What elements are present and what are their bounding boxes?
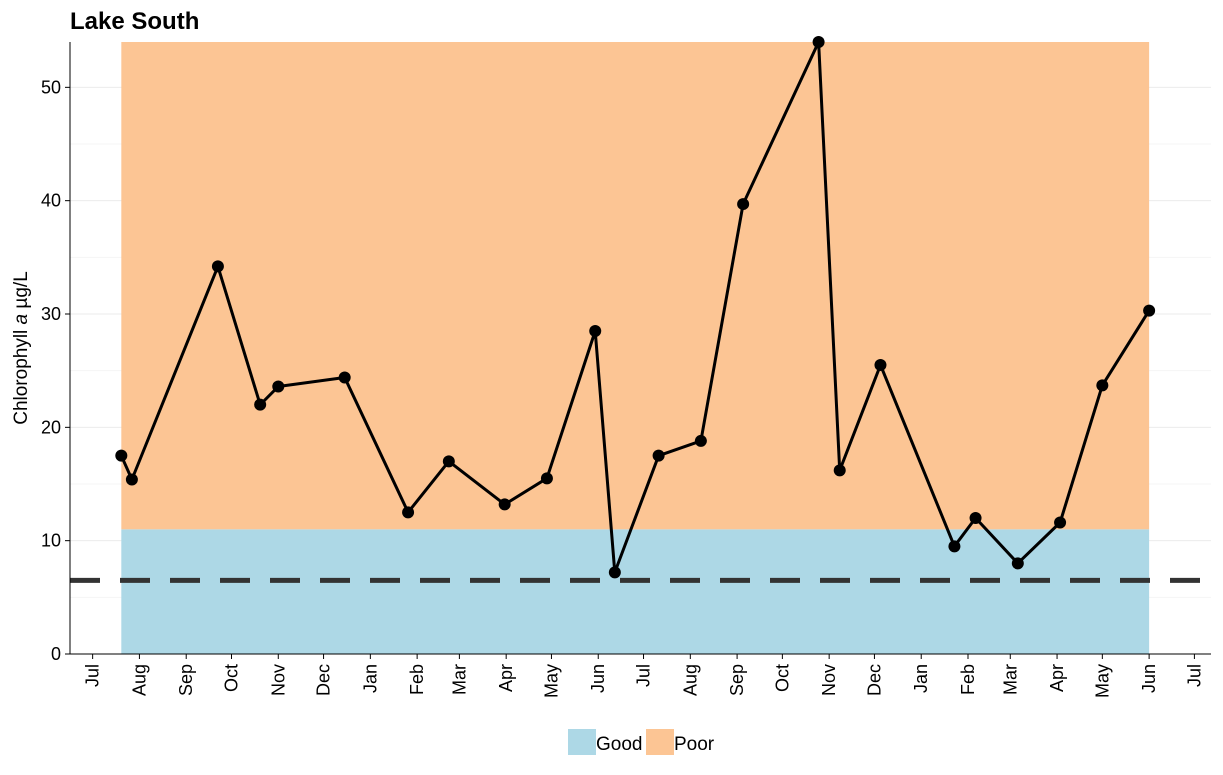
x-tick-label: Jul <box>1184 664 1204 687</box>
data-point <box>254 398 267 411</box>
data-point <box>694 434 707 447</box>
band-poor <box>121 42 1150 530</box>
axes: 0 10 20 30 40 50 Jul Aug Sep Oct Nov Dec Jan Feb Mar Ap… <box>41 42 1211 698</box>
x-tick-label: Oct <box>772 664 792 692</box>
y-axis-title: Chlorophyll a µg/L <box>11 271 32 425</box>
x-tick-label: May <box>542 664 562 698</box>
x-tick-label: Jul <box>83 664 103 687</box>
y-axis-title-suffix: µg/L <box>11 271 32 314</box>
data-point <box>125 473 138 486</box>
band-good <box>121 529 1150 654</box>
y-axis-title-prefix: Chlorophyll <box>11 324 32 424</box>
x-tick-label: Aug <box>680 664 700 696</box>
y-tick-label: 0 <box>51 644 61 664</box>
data-point <box>589 325 602 337</box>
x-tick-label: Feb <box>407 664 427 695</box>
y-tick-label: 30 <box>41 304 61 324</box>
legend: Good Poor <box>568 729 715 755</box>
x-tick-label: Jan <box>911 664 931 693</box>
data-point <box>1096 379 1109 392</box>
quality-bands <box>121 42 1150 654</box>
y-tick-label: 20 <box>41 417 61 437</box>
data-point <box>115 449 128 462</box>
data-point <box>338 371 351 384</box>
y-tick-label: 40 <box>41 191 61 211</box>
data-point <box>272 380 285 393</box>
legend-label-poor: Poor <box>674 734 715 755</box>
data-point <box>442 455 455 468</box>
x-tick-label: Feb <box>958 664 978 695</box>
data-point <box>833 464 846 477</box>
x-tick-label: Apr <box>496 664 516 692</box>
data-point <box>737 198 750 211</box>
x-tick-label: Jun <box>588 664 608 693</box>
data-point <box>402 506 415 519</box>
data-point <box>1054 516 1067 529</box>
x-tick-label: Mar <box>449 664 469 695</box>
data-point <box>948 540 961 553</box>
data-point <box>874 359 887 371</box>
data-point <box>1143 304 1156 317</box>
data-point <box>540 472 553 485</box>
x-tick-label: Dec <box>314 664 334 696</box>
x-tick-label: Dec <box>864 664 884 696</box>
x-tick-label: Jan <box>360 664 380 693</box>
data-point <box>608 566 621 579</box>
x-tick-label: Mar <box>1000 664 1020 695</box>
x-tick-label: Jul <box>634 664 654 687</box>
chart-title: Lake South <box>70 8 199 35</box>
x-tick-label: May <box>1092 664 1112 698</box>
x-tick-label: Oct <box>222 664 242 692</box>
data-point <box>969 512 982 524</box>
x-tick-label: Jun <box>1139 664 1159 693</box>
y-tick-label: 50 <box>41 77 61 97</box>
legend-label-good: Good <box>596 734 642 755</box>
x-tick-label: Nov <box>819 664 839 696</box>
x-tick-label: Sep <box>176 664 196 696</box>
y-axis-title-italic: a <box>11 314 32 325</box>
series-layer <box>115 36 1156 579</box>
x-tick-label: Sep <box>727 664 747 696</box>
legend-key-poor <box>646 729 674 755</box>
legend-key-good <box>568 729 596 755</box>
data-point <box>812 36 825 48</box>
data-point <box>652 449 665 462</box>
x-tick-label: Aug <box>129 664 149 696</box>
y-tick-label: 10 <box>41 531 61 551</box>
x-tick-label: Apr <box>1047 664 1067 692</box>
data-point <box>211 260 224 273</box>
x-tick-label: Nov <box>268 664 288 696</box>
data-point <box>498 498 511 511</box>
data-point <box>1011 557 1024 570</box>
